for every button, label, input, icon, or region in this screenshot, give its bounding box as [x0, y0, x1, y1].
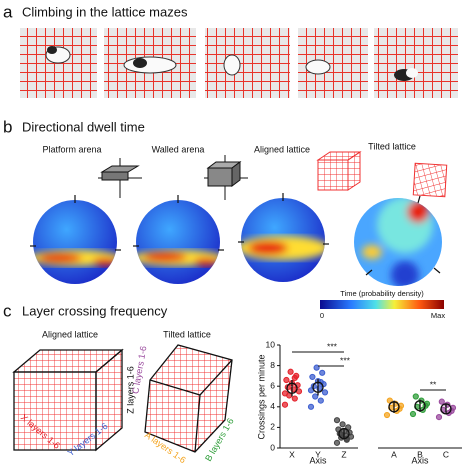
data-point: [291, 374, 298, 382]
y-tick-label: 2: [270, 422, 275, 432]
data-point: [409, 410, 417, 418]
data-point: [435, 414, 443, 421]
mean-marker: [286, 382, 298, 394]
arena-label: Platform arena: [42, 144, 101, 154]
y-tick-label: 6: [270, 380, 275, 390]
data-point: [412, 393, 419, 400]
panel-title: Directional dwell time: [22, 119, 145, 134]
colorbar-min: 0: [320, 311, 324, 320]
colorbar-max: Max: [431, 311, 445, 320]
data-point: [307, 403, 315, 410]
data-point: [438, 398, 445, 405]
y-tick-label: 4: [270, 401, 275, 411]
data-point: [313, 364, 320, 371]
colorbar-label: Time (probability density): [340, 289, 424, 298]
data-point: [312, 393, 319, 400]
data-point: [321, 389, 329, 396]
significance-label: ***: [327, 341, 338, 351]
data-point: [281, 390, 289, 397]
panel-letter: c: [3, 301, 12, 320]
dwell-spheres: [30, 193, 442, 286]
photos: [20, 28, 458, 98]
panel-letter: a: [3, 2, 13, 21]
mean-marker: [414, 400, 426, 412]
y-axis-label: Crossings per minute: [256, 354, 266, 439]
mean-marker: [440, 403, 452, 415]
data-point: [383, 411, 391, 419]
data-point: [283, 376, 290, 384]
mean-marker: [312, 381, 324, 393]
x-tick-label: Y: [315, 449, 321, 459]
x-tick-label: B: [417, 449, 423, 459]
arena-label: Tilted lattice: [368, 141, 416, 151]
data-point: [317, 397, 324, 404]
arena-icons: [98, 151, 448, 200]
colorbar: [320, 300, 444, 309]
mean-marker: [388, 401, 400, 413]
panel-letter: b: [3, 117, 12, 136]
x-tick-label: Z: [341, 449, 346, 459]
data-point: [319, 369, 326, 376]
panel-title: Climbing in the lattice mazes: [22, 4, 188, 19]
panel-title: Layer crossing frequency: [22, 303, 168, 318]
data-point: [333, 417, 341, 424]
arena-label: Walled arena: [152, 144, 205, 154]
significance-label: ***: [340, 355, 351, 365]
mean-marker: [338, 427, 350, 440]
axis-label: Z layers 1-6: [125, 366, 135, 414]
y-tick-label: 10: [266, 339, 276, 349]
data-point: [287, 368, 294, 375]
x-axis-label: Axis: [411, 455, 429, 465]
significance-label: **: [430, 379, 437, 389]
x-tick-label: X: [289, 449, 295, 459]
x-tick-label: A: [391, 449, 397, 459]
data-point: [309, 373, 316, 381]
x-tick-label: C: [443, 449, 449, 459]
x-axis-label: Axis: [309, 455, 327, 465]
data-point: [281, 401, 289, 408]
cube-label: Aligned lattice: [42, 329, 98, 339]
y-tick-label: 8: [270, 360, 275, 370]
cube-label: Tilted lattice: [163, 329, 211, 339]
y-tick-label: 0: [270, 442, 275, 452]
data-point: [291, 395, 298, 402]
lattice-cubes: [12, 344, 233, 453]
arena-label: Aligned lattice: [254, 144, 310, 154]
data-point: [333, 439, 341, 446]
data-point: [339, 421, 346, 428]
